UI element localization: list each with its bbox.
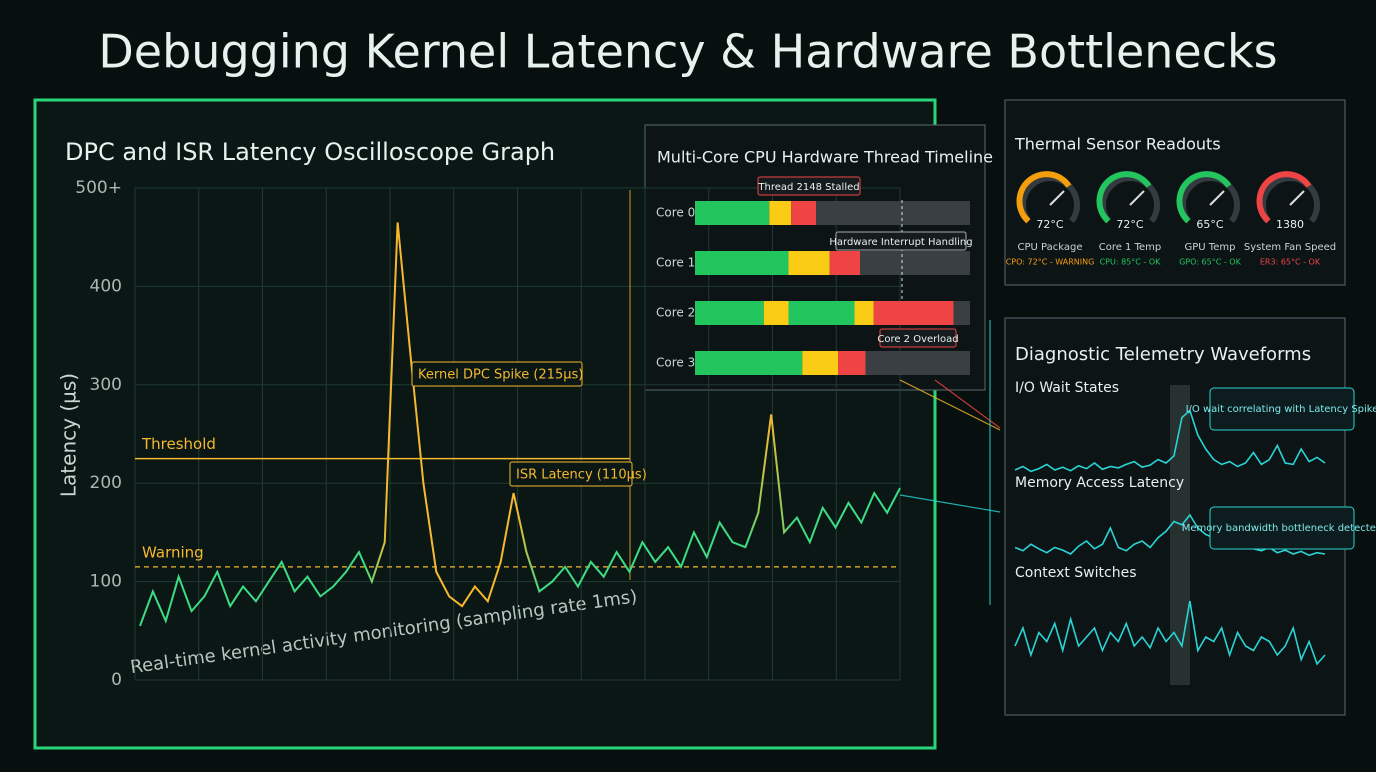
annotation-box bbox=[509, 461, 633, 487]
core-label: Core 0 bbox=[656, 206, 695, 220]
y-tick-label: 0 bbox=[111, 670, 122, 690]
y-tick-label: 100 bbox=[90, 572, 122, 592]
gauge-reading: 72°C bbox=[1036, 218, 1063, 231]
gauge-name: GPU Temp bbox=[1185, 242, 1236, 253]
threshold-label: Threshold bbox=[141, 435, 216, 453]
thread-segment bbox=[865, 351, 970, 375]
wave-label: Context Switches bbox=[1015, 565, 1137, 581]
annotation: ISR Latency (110µs) bbox=[516, 468, 647, 483]
core-label: Core 2 bbox=[656, 306, 695, 320]
thread-segment bbox=[695, 301, 764, 325]
connector bbox=[899, 379, 1001, 431]
gauge-name: Core 1 Temp bbox=[1099, 242, 1162, 253]
thread-segment bbox=[695, 351, 803, 375]
latency-trace bbox=[139, 222, 901, 627]
warning-label: Warning bbox=[142, 543, 204, 561]
connector bbox=[934, 379, 1001, 429]
gauge-status: ER3: 65°C - OK bbox=[1260, 258, 1321, 267]
thread-segment bbox=[695, 251, 789, 275]
wave-label: Memory Access Latency bbox=[1015, 475, 1184, 491]
gauge-status: GPO: 65°C - OK bbox=[1179, 258, 1241, 267]
thread-segment bbox=[769, 201, 792, 225]
thread-segment bbox=[854, 301, 874, 325]
gauge-arc bbox=[1096, 171, 1152, 224]
timeline-title: Multi-Core CPU Hardware Thread Timeline bbox=[657, 148, 993, 167]
gauge-reading: 72°C bbox=[1116, 218, 1143, 231]
telemetry-wave bbox=[1014, 513, 1326, 557]
page-title: Debugging Kernel Latency & Hardware Bott… bbox=[98, 25, 1277, 79]
wave-callout: Memory bandwidth bottleneck detected bbox=[1182, 523, 1376, 534]
gauge-name: CPU Package bbox=[1018, 242, 1083, 253]
gauge-arc bbox=[1016, 171, 1072, 224]
y-tick-label: 300 bbox=[90, 375, 122, 395]
gauge-needle bbox=[1049, 190, 1065, 206]
core-label: Core 1 bbox=[656, 256, 695, 270]
y-tick-label: 400 bbox=[90, 276, 122, 296]
gauge-reading: 65°C bbox=[1196, 218, 1223, 231]
gauge-track bbox=[1020, 175, 1080, 223]
wave-label: I/O Wait States bbox=[1015, 380, 1119, 396]
thread-segment bbox=[802, 351, 838, 375]
gauge-track bbox=[1260, 175, 1320, 223]
gauge-track bbox=[1180, 175, 1240, 223]
scope-title: DPC and ISR Latency Oscilloscope Graph bbox=[65, 138, 555, 166]
annotation-box bbox=[411, 361, 583, 387]
wave-callout-box bbox=[1209, 506, 1355, 550]
timeline-callout: Core 2 Overload bbox=[877, 334, 958, 345]
y-tick-label: 200 bbox=[90, 473, 122, 493]
gauge-status: CPO: 72°C - WARNING bbox=[1006, 258, 1095, 267]
connector bbox=[899, 494, 1001, 513]
gauge-arc bbox=[1176, 171, 1232, 224]
thread-segment bbox=[791, 201, 816, 225]
thread-segment bbox=[829, 251, 860, 275]
thread-segment bbox=[838, 351, 866, 375]
gauge-needle bbox=[1209, 190, 1225, 206]
telemetry-title: Diagnostic Telemetry Waveforms bbox=[1015, 344, 1311, 365]
correlation-band bbox=[1170, 385, 1190, 685]
gauge-name: System Fan Speed bbox=[1244, 242, 1336, 253]
core-label: Core 3 bbox=[656, 356, 695, 370]
timeline-callout: Hardware Interrupt Handling bbox=[829, 237, 972, 248]
thread-segment bbox=[788, 301, 855, 325]
thread-segment bbox=[788, 251, 830, 275]
thread-segment bbox=[860, 251, 970, 275]
annotation: Kernel DPC Spike (215µs) bbox=[418, 368, 583, 383]
gauge-needle bbox=[1289, 190, 1305, 206]
thread-segment bbox=[763, 301, 789, 325]
timeline-callout-box bbox=[835, 231, 967, 251]
thread-segment bbox=[695, 201, 770, 225]
timeline-callout-box bbox=[879, 328, 957, 348]
wave-callout: I/O wait correlating with Latency Spike bbox=[1186, 404, 1376, 415]
gauge-arc bbox=[1256, 171, 1312, 224]
y-tick-label: 500+ bbox=[75, 178, 122, 198]
timeline-callout-box bbox=[757, 176, 861, 196]
telemetry-wave bbox=[1014, 409, 1326, 473]
gauge-needle bbox=[1129, 190, 1145, 206]
thread-segment bbox=[816, 201, 970, 225]
telemetry-wave bbox=[1014, 600, 1326, 666]
wave-callout-box bbox=[1209, 387, 1355, 431]
gauge-status: CPU: 85°C - OK bbox=[1100, 258, 1162, 267]
y-axis-label: Latency (µs) bbox=[57, 373, 81, 497]
gauge-reading: 1380 bbox=[1276, 218, 1304, 231]
timeline-callout: Thread 2148 Stalled bbox=[757, 182, 859, 193]
thermal-title: Thermal Sensor Readouts bbox=[1014, 135, 1221, 154]
thread-segment bbox=[873, 301, 954, 325]
gauge-track bbox=[1100, 175, 1160, 223]
thread-segment bbox=[953, 301, 970, 325]
